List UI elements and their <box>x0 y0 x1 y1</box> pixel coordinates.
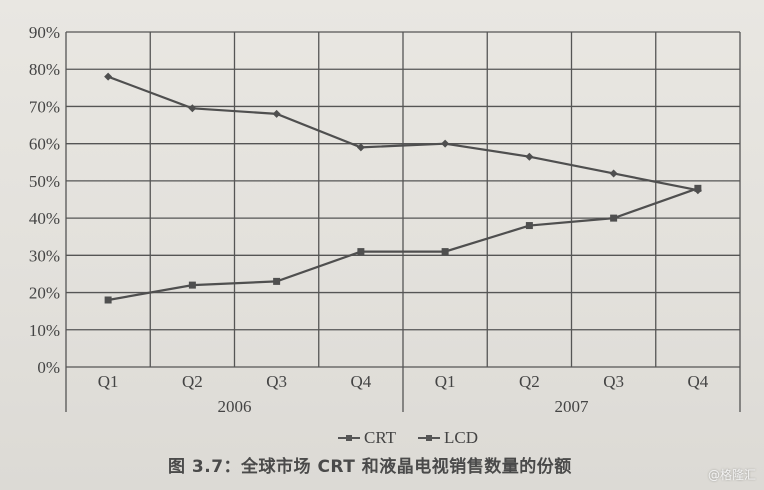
x-tick-label: Q4 <box>687 372 708 391</box>
legend-label-crt: CRT <box>364 428 397 447</box>
data-point-diamond <box>188 104 197 113</box>
year-group-label: 2007 <box>555 397 590 416</box>
y-tick-label: 70% <box>29 97 60 116</box>
x-tick-label: Q1 <box>98 372 119 391</box>
year-labels: 2006 2007 <box>218 397 590 416</box>
y-tick-label: 30% <box>29 246 60 265</box>
y-tick-label: 10% <box>29 321 60 340</box>
lcd-line-marker-icon <box>418 433 441 443</box>
crt-line-marker-icon <box>338 433 360 443</box>
series-line-lcd <box>107 187 699 302</box>
data-point-diamond <box>272 109 281 118</box>
y-tick-label: 90% <box>29 23 60 42</box>
y-tick-label: 80% <box>29 60 60 79</box>
data-point-square <box>610 214 618 222</box>
data-point-square <box>188 281 196 289</box>
legend-label-lcd: LCD <box>444 428 479 447</box>
data-point-square <box>357 248 365 256</box>
figure-caption: 图 3.7：全球市场 CRT 和液晶电视销售数量的份额 <box>168 457 572 477</box>
x-tick-label: Q3 <box>603 372 624 391</box>
y-tick-label: 40% <box>29 209 60 228</box>
data-point-diamond <box>104 72 113 81</box>
year-group-label: 2006 <box>218 397 252 416</box>
data-point-diamond <box>525 152 534 161</box>
x-tick-label: Q3 <box>266 372 287 391</box>
x-tick-label: Q4 <box>350 372 371 391</box>
data-point-diamond <box>356 143 365 152</box>
x-axis-ticks: Q1 Q2 Q3 Q4 Q1 Q2 Q3 Q4 <box>98 372 709 391</box>
x-tick-label: Q1 <box>435 372 456 391</box>
y-tick-label: 20% <box>29 284 60 303</box>
series-line-crt <box>107 75 699 192</box>
data-point-diamond <box>441 139 450 148</box>
line-chart: 0%10%20%30%40%50%60%70%80%90% Q1 Q2 Q3 Q4 Q1… <box>29 23 741 416</box>
legend-item-lcd: LCD <box>418 428 478 448</box>
y-tick-label: 50% <box>29 172 60 191</box>
legend-item-crt: CRT <box>338 428 396 448</box>
y-axis-ticks: 0% 10% 20% 30% 40% 50% 60% 70% 80% 90% <box>29 23 60 377</box>
data-point-diamond <box>609 169 618 178</box>
y-tick-label: 0% <box>37 358 60 377</box>
data-point-square <box>104 296 112 304</box>
chart-legend: CRT LCD <box>338 428 478 448</box>
data-point-square <box>273 277 281 285</box>
y-tick-label: 60% <box>29 135 60 154</box>
x-tick-label: Q2 <box>519 372 540 391</box>
chart-grid <box>65 31 741 412</box>
data-point-square <box>441 248 449 256</box>
data-point-square <box>525 222 533 230</box>
watermark: @格隆汇 <box>707 468 756 482</box>
data-point-square <box>694 184 702 192</box>
data-series <box>104 72 702 304</box>
x-tick-label: Q2 <box>182 372 203 391</box>
